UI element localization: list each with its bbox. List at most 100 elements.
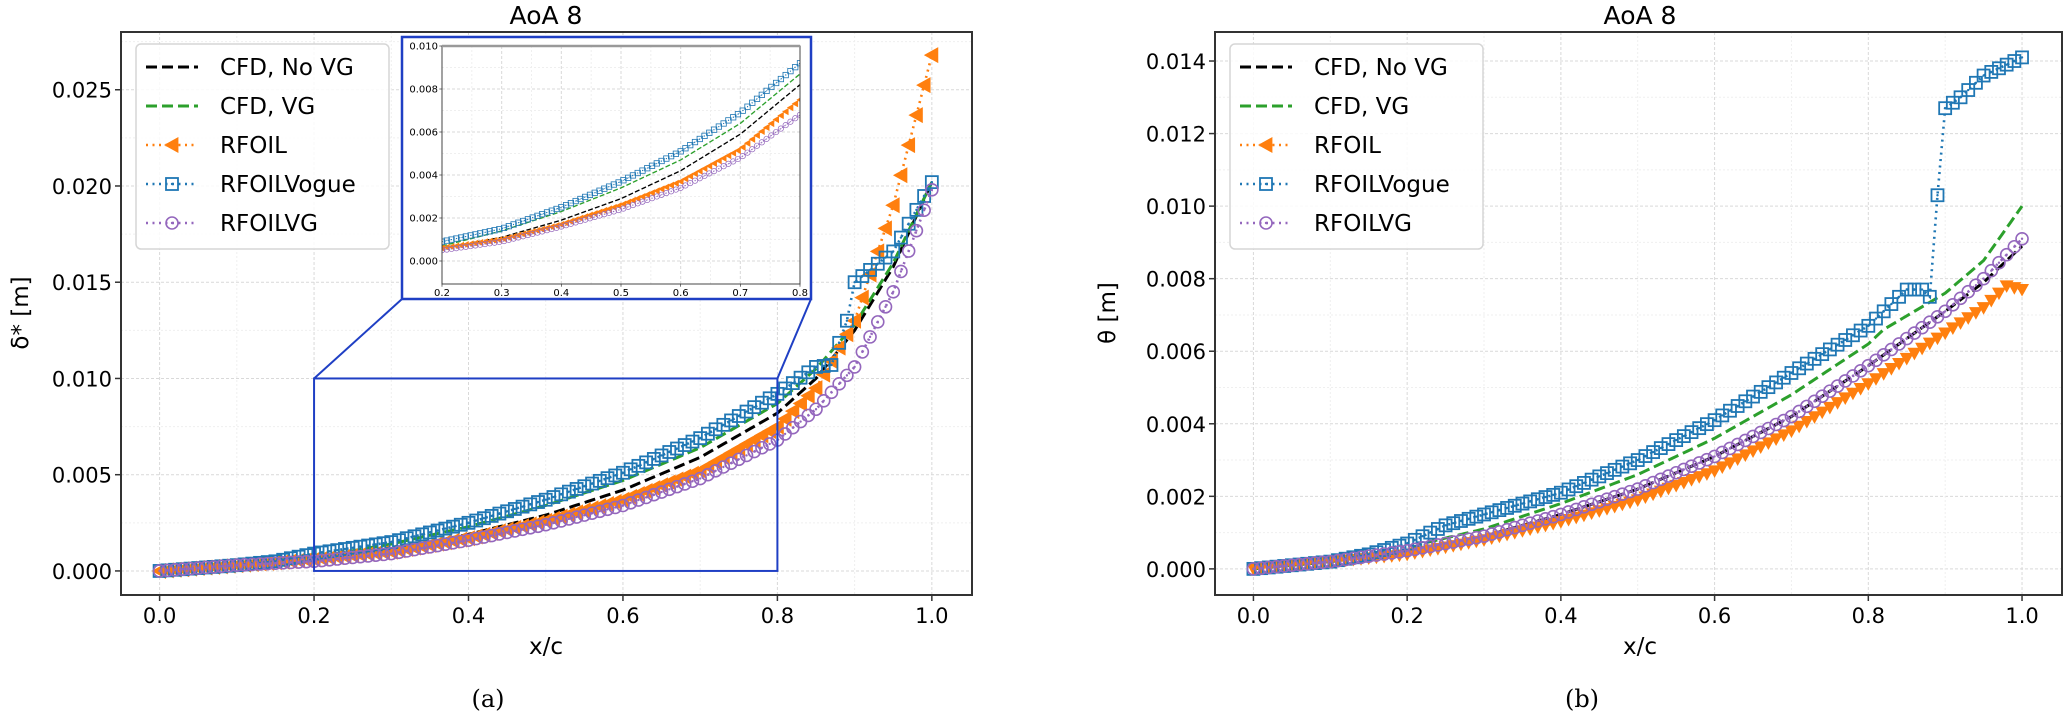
- data-point-circle: [430, 538, 445, 553]
- data-point-circle: [1607, 489, 1622, 504]
- y-tick-label: 0.008: [409, 84, 438, 95]
- data-point-square: [548, 207, 555, 214]
- data-point-circle: [855, 345, 870, 359]
- data-point-circle: [1408, 542, 1422, 557]
- data-point-circle: [600, 502, 615, 517]
- data-point-dot: [552, 495, 555, 499]
- data-point-dot: [930, 180, 934, 184]
- data-point-triangle: [500, 235, 507, 243]
- data-point-dot: [1405, 549, 1409, 552]
- data-point-dot: [608, 186, 610, 188]
- data-point-dot: [1682, 434, 1686, 438]
- data-point-triangle: [1746, 445, 1761, 458]
- data-point-dot: [1882, 353, 1885, 357]
- data-point-dot: [768, 442, 771, 446]
- data-point-dot: [1259, 566, 1263, 570]
- data-point-dot: [513, 223, 515, 225]
- data-point-dot: [1790, 415, 1793, 418]
- data-point-circle: [1561, 505, 1576, 519]
- data-point-dot: [598, 215, 601, 217]
- data-point-dot: [1890, 348, 1893, 351]
- data-point-dot: [1644, 454, 1647, 458]
- data-point-square: [773, 79, 780, 87]
- data-point-dot: [589, 194, 591, 196]
- series-rfoilvg: [442, 111, 800, 254]
- data-point-triangle: [1899, 352, 1914, 366]
- data-point-square: [1961, 83, 1976, 97]
- y-tick-label: 0.006: [1146, 340, 1206, 364]
- data-point-dot: [1974, 81, 1978, 84]
- data-point-dot: [465, 246, 467, 248]
- data-point-dot: [1621, 465, 1624, 468]
- data-point-circle: [491, 239, 498, 246]
- data-point-circle: [734, 155, 742, 163]
- data-point-triangle: [634, 194, 641, 203]
- data-point-dot: [814, 408, 818, 411]
- data-point-circle: [314, 553, 329, 568]
- data-point-dot: [551, 210, 553, 212]
- data-point-dot: [689, 144, 691, 146]
- data-point-triangle: [1815, 406, 1830, 420]
- data-point-square: [1776, 370, 1791, 385]
- data-point-dot: [699, 177, 701, 179]
- data-point-dot: [665, 192, 667, 194]
- data-point-circle: [863, 330, 877, 344]
- data-point-dot: [556, 227, 558, 229]
- data-point-square: [469, 513, 484, 528]
- data-point-dot: [1628, 462, 1632, 465]
- legend-label: RFOILVG: [220, 211, 318, 237]
- data-point-dot: [541, 230, 543, 232]
- data-point-dot: [713, 129, 715, 131]
- data-point-circle: [773, 128, 780, 136]
- data-point-circle: [886, 285, 901, 299]
- data-point-dot: [490, 534, 493, 537]
- data-point-square: [1807, 351, 1822, 366]
- data-point-dot: [1713, 455, 1716, 458]
- y-tick-label: 0.000: [52, 560, 112, 584]
- data-point-dot: [1959, 96, 1962, 99]
- data-point-dot: [922, 194, 926, 198]
- data-point-triangle: [605, 205, 612, 213]
- data-point-circle: [870, 315, 885, 329]
- data-point-dot: [799, 376, 802, 379]
- data-point-square: [484, 508, 499, 523]
- data-point-circle: [569, 510, 584, 524]
- data-point-square: [693, 431, 708, 446]
- data-point-dot: [1728, 447, 1732, 450]
- data-point-dot: [675, 485, 679, 488]
- data-point-square: [453, 235, 460, 242]
- data-point-dot: [1306, 562, 1309, 566]
- data-point-dot: [444, 527, 447, 530]
- data-point-dot: [876, 262, 879, 265]
- data-point-dot: [1498, 530, 1501, 534]
- data-point-dot: [565, 224, 567, 226]
- data-point-dot: [1698, 461, 1701, 465]
- data-point-square: [1477, 507, 1491, 522]
- data-point-circle: [484, 528, 499, 543]
- data-point-square: [1761, 380, 1776, 395]
- data-point-circle: [1707, 449, 1722, 464]
- data-point-triangle: [1838, 392, 1853, 406]
- data-point-dot: [212, 565, 215, 569]
- data-point-square: [353, 539, 368, 554]
- data-point-square: [415, 527, 430, 542]
- data-point-dot: [830, 391, 833, 394]
- data-point-circle: [1507, 520, 1522, 535]
- x-tick-label: 0.8: [761, 604, 794, 628]
- data-point-triangle: [767, 119, 775, 128]
- data-point-dot: [1513, 526, 1516, 529]
- data-point-dot: [737, 458, 740, 461]
- data-point-circle: [477, 241, 484, 248]
- data-point-circle: [1615, 487, 1630, 501]
- data-point-circle: [724, 456, 738, 470]
- data-point-circle: [623, 496, 638, 510]
- data-point-dot: [359, 545, 362, 548]
- data-point-dot: [783, 387, 787, 390]
- zoom-connector-line: [313, 298, 403, 380]
- data-point-dot: [532, 217, 534, 219]
- legend-label: CFD, No VG: [1314, 55, 1448, 81]
- data-point-dot: [517, 222, 519, 224]
- data-point-dot: [1967, 88, 1970, 92]
- data-point-dot: [737, 113, 739, 115]
- data-point-dot: [181, 568, 184, 571]
